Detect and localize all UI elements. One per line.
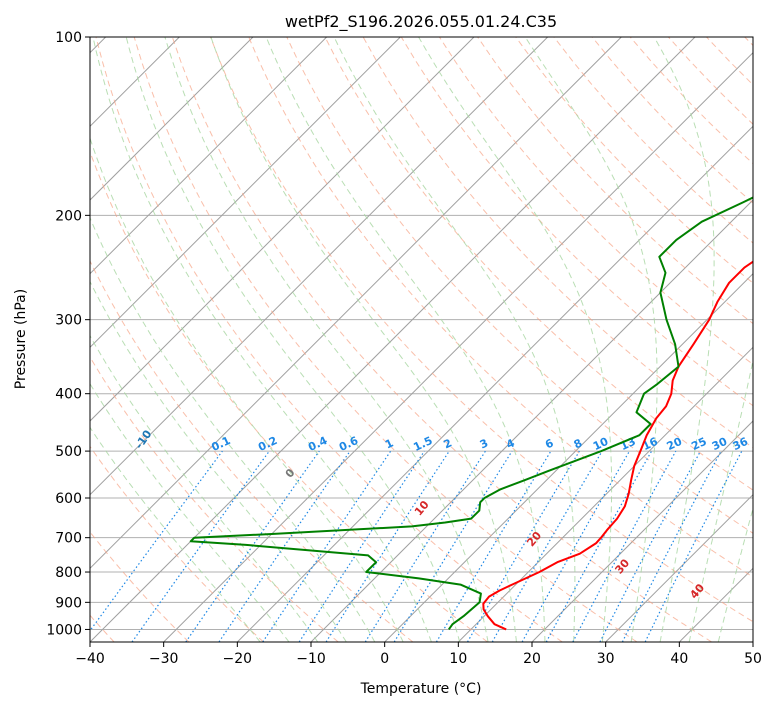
moist-adiabat-line (90, 136, 404, 642)
y-tick-label: 100 (55, 30, 82, 46)
isotherm-line (90, 37, 475, 422)
isotherm-line (90, 37, 254, 201)
mixing-ratio-label: 30 (710, 435, 730, 453)
x-tick-label: 40 (670, 651, 688, 667)
moist-adiabat-line (92, 37, 432, 642)
mixing-ratio-line (90, 450, 223, 632)
dewpoint-profile-line (189, 196, 753, 630)
y-tick-label: 500 (55, 444, 82, 460)
dry-adiabat-line (286, 37, 753, 534)
isotherm-line (90, 37, 549, 496)
x-tick-label: 10 (449, 651, 467, 667)
isotherm-line (531, 420, 753, 642)
mixing-ratio-line (644, 450, 743, 642)
dry-adiabat-line (324, 37, 753, 491)
chart-title: wetPf2_S196.2026.055.01.24.C35 (285, 12, 557, 32)
mixing-ratio-line (262, 450, 392, 642)
y-tick-label: 600 (55, 491, 82, 507)
isotherm-line (605, 493, 753, 642)
mixing-ratio-line (185, 450, 320, 642)
mixing-ratio-line (572, 450, 677, 642)
moist-adiabat-line (265, 37, 546, 642)
moist-adiabat-line (653, 37, 715, 642)
moist-adiabat-line (524, 37, 658, 642)
moist-adiabat-line (688, 358, 753, 642)
mixing-ratio-label: 20 (665, 435, 685, 453)
y-axis-title: Pressure (hPa) (13, 289, 29, 389)
x-axis: −40 −30 −20 −10 0 10 20 30 40 50 (75, 642, 762, 667)
x-tick-label: −40 (75, 651, 105, 667)
y-tick-label: 900 (55, 595, 82, 611)
dry-adiabat-line (90, 356, 339, 642)
temperature-profile-line (482, 260, 753, 631)
x-tick-label: 30 (597, 651, 615, 667)
y-tick-label: 700 (55, 531, 82, 547)
mixing-ratio-line (131, 450, 270, 642)
isotherm-line (384, 272, 753, 642)
mixing-ratio-line (218, 450, 351, 642)
dry-adiabat-line (90, 259, 414, 642)
isotherm-line (90, 37, 401, 349)
isotherm-line (236, 125, 753, 642)
x-tick-label: −10 (296, 651, 326, 667)
x-tick-label: −30 (149, 651, 179, 667)
moist-adiabat-line (418, 37, 613, 642)
x-axis-title: Temperature (°C) (360, 681, 482, 697)
y-tick-label: 1000 (46, 622, 82, 638)
mixing-ratio-label: 25 (689, 435, 708, 453)
mixing-ratio-line (521, 450, 631, 642)
x-tick-label: 50 (744, 651, 762, 667)
dry-adiabat-line (90, 445, 264, 642)
dry-adiabat-line (95, 37, 563, 642)
moist-adiabat-line (333, 37, 576, 642)
moist-adiabat-line (90, 426, 261, 642)
moist-adiabat-line (210, 37, 517, 642)
x-tick-label: 0 (380, 651, 389, 667)
moist-adiabat-line (717, 506, 753, 642)
mixing-ratio-line (298, 450, 425, 642)
y-tick-label: 800 (55, 565, 82, 581)
moist-adiabat-line (90, 216, 376, 642)
isotherm-line (90, 37, 622, 570)
y-tick-label: 200 (55, 208, 82, 224)
dry-adiabat-line (171, 37, 712, 642)
mixing-ratio-line (545, 450, 653, 642)
moist-adiabat-line (90, 280, 347, 642)
y-axis: 100 200 300 400 500 600 700 800 900 1000 (46, 30, 90, 638)
plot-frame (89, 36, 754, 643)
moist-adiabat-line (125, 37, 461, 642)
x-tick-label: −20 (223, 651, 253, 667)
isotherm-line (90, 37, 328, 275)
moist-adiabat-line (90, 382, 290, 642)
profiles (189, 196, 753, 631)
mixing-ratio-line (393, 450, 513, 642)
x-tick-label: 20 (523, 651, 541, 667)
y-tick-label: 300 (55, 313, 82, 329)
mixing-ratio-label: 13 (618, 435, 637, 453)
dry-adiabat-line (248, 37, 753, 578)
dry-adiabat-line (210, 37, 753, 623)
moist-adiabat-line (90, 334, 319, 642)
mixing-ratio-label: 36 (731, 435, 751, 453)
isotherm-line (163, 51, 753, 642)
dry-adiabat-line (515, 37, 753, 284)
isotherm-line (457, 346, 753, 642)
y-tick-label: 400 (55, 387, 82, 403)
